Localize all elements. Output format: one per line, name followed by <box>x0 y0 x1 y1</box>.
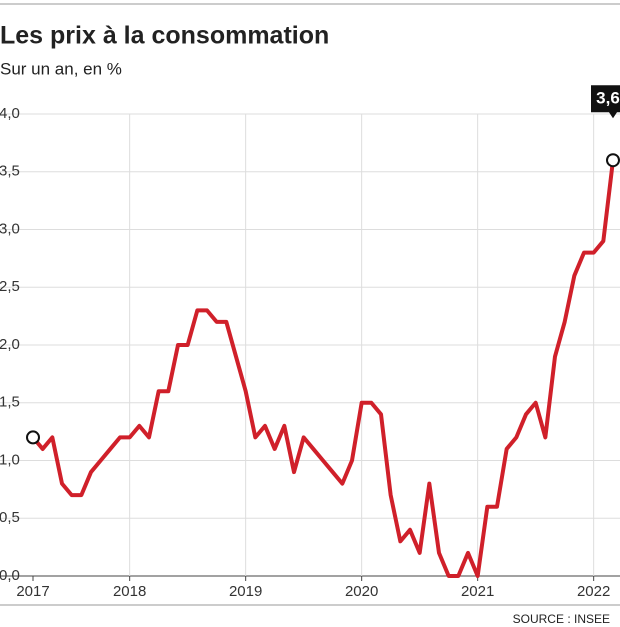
y-tick-label: 0,5 <box>0 509 20 526</box>
x-tick-label: 2019 <box>229 583 262 600</box>
y-tick-label: 3,0 <box>0 220 20 237</box>
y-tick-label: 4,0 <box>0 105 20 122</box>
x-tick-label: 2017 <box>16 583 49 600</box>
x-tick-label: 2021 <box>461 583 494 600</box>
x-tick-label: 2022 <box>577 583 610 600</box>
x-tick-label: 2018 <box>113 583 146 600</box>
chart-subtitle: Sur un an, en % <box>0 59 122 78</box>
y-tick-label: 0,0 <box>0 567 20 584</box>
end-marker <box>26 430 40 445</box>
y-tick-label: 2,0 <box>0 336 20 353</box>
x-tick-label: 2020 <box>345 583 378 600</box>
value-label: 3,6 <box>596 89 620 108</box>
y-tick-label: 1,0 <box>0 451 20 468</box>
y-tick-label: 1,5 <box>0 394 20 411</box>
source: SOURCE : INSEE <box>513 612 610 626</box>
y-tick-label: 2,5 <box>0 278 20 295</box>
chart-title: Les prix à la consommation <box>0 22 329 50</box>
line-series <box>31 159 615 578</box>
end-marker <box>606 153 620 168</box>
y-tick-label: 3,5 <box>0 163 20 180</box>
value-label-box <box>591 85 620 119</box>
